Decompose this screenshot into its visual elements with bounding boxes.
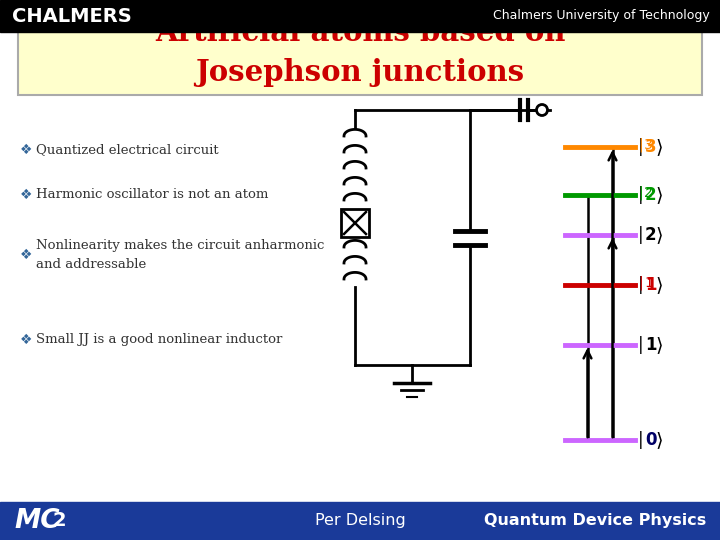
Text: Chalmers University of Technology: Chalmers University of Technology bbox=[493, 10, 710, 23]
Text: |: | bbox=[638, 276, 643, 291]
Text: Per Delsing: Per Delsing bbox=[315, 514, 405, 529]
Text: 2: 2 bbox=[645, 226, 657, 244]
Text: MC: MC bbox=[14, 508, 60, 534]
Text: Nonlinearity makes the circuit anharmonic
and addressable: Nonlinearity makes the circuit anharmoni… bbox=[36, 239, 325, 271]
Text: |: | bbox=[638, 186, 644, 204]
Text: 1: 1 bbox=[645, 276, 657, 294]
Bar bbox=[341, 209, 369, 237]
Text: ⟩: ⟩ bbox=[655, 186, 662, 205]
Text: |: | bbox=[638, 276, 644, 294]
Text: 1: 1 bbox=[645, 336, 657, 354]
Text: Small JJ is a good nonlinear inductor: Small JJ is a good nonlinear inductor bbox=[36, 334, 282, 347]
Text: Harmonic oscillator is not an atom: Harmonic oscillator is not an atom bbox=[36, 188, 269, 201]
Text: |: | bbox=[638, 186, 643, 200]
Text: Quantized electrical circuit: Quantized electrical circuit bbox=[36, 144, 219, 157]
Text: CHALMERS: CHALMERS bbox=[12, 6, 132, 25]
Text: |: | bbox=[638, 138, 644, 156]
Text: |: | bbox=[638, 431, 644, 449]
Text: 1: 1 bbox=[644, 276, 653, 290]
FancyBboxPatch shape bbox=[18, 10, 702, 95]
Text: ❖: ❖ bbox=[20, 333, 32, 347]
Bar bbox=[0, 0, 720, 32]
Text: |: | bbox=[638, 138, 643, 152]
Text: 3: 3 bbox=[644, 138, 653, 152]
Text: ⟩: ⟩ bbox=[655, 275, 662, 294]
Text: Artificial atoms based on
Josephson junctions: Artificial atoms based on Josephson junc… bbox=[155, 18, 565, 87]
Text: 2: 2 bbox=[52, 511, 66, 530]
Text: ❖: ❖ bbox=[20, 188, 32, 202]
Text: Quantum Device Physics: Quantum Device Physics bbox=[484, 514, 706, 529]
Text: ⟩: ⟩ bbox=[655, 226, 662, 245]
Text: ❖: ❖ bbox=[20, 143, 32, 157]
Text: 2: 2 bbox=[644, 186, 653, 200]
Text: 0: 0 bbox=[645, 431, 657, 449]
Text: |: | bbox=[638, 226, 644, 244]
Text: ❖: ❖ bbox=[20, 248, 32, 262]
Text: ⟩: ⟩ bbox=[655, 430, 662, 449]
Text: ⟩: ⟩ bbox=[655, 335, 662, 354]
Text: ⟩: ⟩ bbox=[655, 138, 662, 157]
Bar bbox=[0, 502, 720, 540]
Circle shape bbox=[536, 105, 547, 116]
Text: 2: 2 bbox=[645, 186, 657, 204]
Text: 3: 3 bbox=[645, 138, 657, 156]
Text: |: | bbox=[638, 336, 644, 354]
